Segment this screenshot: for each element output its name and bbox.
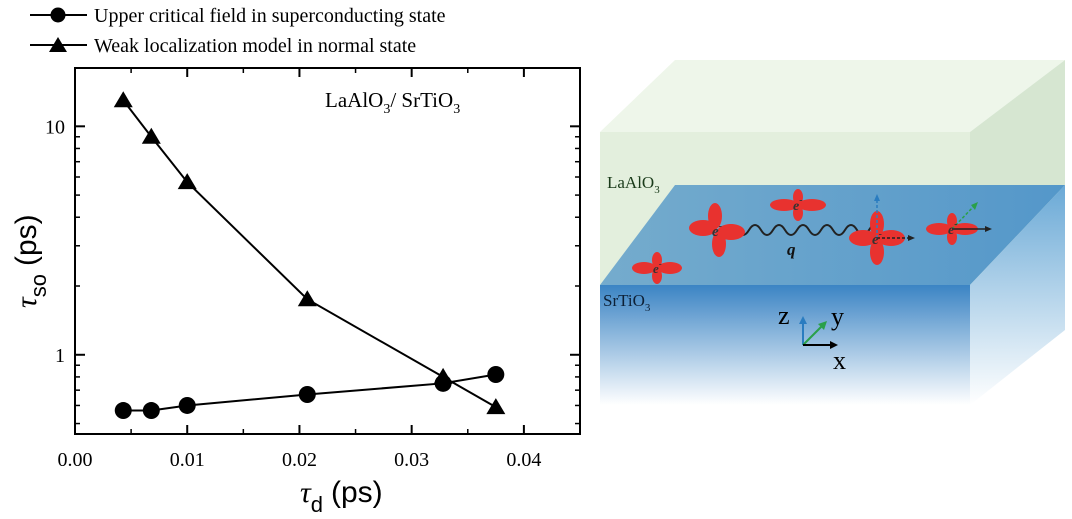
data-point-triangle — [297, 290, 317, 307]
legend-label-series-1: Upper critical field in superconducting … — [94, 5, 446, 27]
electron-orbital-large-left: e- — [689, 203, 745, 257]
legend: Upper critical field in superconducting … — [30, 5, 446, 57]
phonon-label: q — [787, 240, 796, 259]
svg-text:e-: e- — [653, 259, 662, 276]
top-layer-label: LaAlO3 — [607, 173, 660, 196]
data-point-circle — [178, 396, 196, 414]
legend-item-circle: Upper critical field in superconducting … — [30, 5, 446, 27]
electron-orbital-large-right: e- — [849, 194, 915, 265]
plot-frame — [74, 67, 581, 435]
x-tick-label: 0.00 — [58, 449, 93, 471]
axis-z-label: z — [778, 301, 790, 330]
y-tick-label: 1 — [55, 345, 65, 367]
y-tick-label: 10 — [45, 116, 65, 138]
data-point-triangle — [113, 91, 133, 108]
bottom-layer-label: SrTiO3 — [603, 291, 651, 314]
series-markers — [113, 91, 506, 420]
legend-label-series-2: Weak localization model in normal state — [94, 35, 416, 57]
substrate-front-face — [600, 285, 970, 405]
chart-annotation: LaAlO3/ SrTiO3 — [325, 88, 460, 117]
series-lines — [122, 99, 497, 412]
phonon-wave — [724, 224, 882, 236]
legend-item-triangle: Weak localization model in normal state — [30, 35, 416, 57]
data-point-triangle — [141, 127, 161, 144]
x-axis-label: τd (ps) — [300, 476, 383, 517]
data-point-circle — [142, 402, 160, 420]
data-point-triangle — [177, 173, 197, 190]
substrate-side-face — [970, 185, 1065, 405]
svg-text:e-: e- — [712, 221, 722, 240]
data-point-circle — [298, 386, 316, 404]
data-point-circle — [487, 365, 505, 383]
top-layer-top-face — [600, 60, 1065, 132]
data-point-triangle — [486, 398, 506, 415]
x-axis-ticks: 0.00 0.01 0.02 0.03 0.04 — [58, 68, 541, 471]
y-axis-ticks: 1 10 — [45, 116, 580, 425]
svg-text:e-: e- — [948, 219, 958, 238]
data-point-circle — [114, 402, 132, 420]
heterostructure-illustration: LaAlO3 SrTiO3 q e- e- e- e- — [600, 60, 1065, 405]
coordinate-axes: z y x — [778, 301, 846, 375]
data-point-triangle — [433, 367, 453, 384]
series-line-2 — [122, 99, 497, 408]
axis-y-label: y — [831, 302, 844, 331]
chart: Upper critical field in superconducting … — [10, 5, 581, 517]
x-tick-label: 0.04 — [506, 449, 541, 471]
x-tick-label: 0.01 — [170, 449, 205, 471]
y-axis-label: τso(ps) — [10, 214, 51, 308]
svg-text:e-: e- — [793, 195, 803, 214]
electron-orbital-top: e- — [770, 189, 826, 221]
axis-x-label: x — [833, 346, 846, 375]
x-tick-label: 0.03 — [394, 449, 429, 471]
x-tick-label: 0.02 — [282, 449, 317, 471]
svg-text:e-: e- — [872, 229, 882, 248]
electron-orbital-far-right: e- — [926, 202, 992, 245]
electron-orbital-small-left: e- — [632, 252, 682, 284]
